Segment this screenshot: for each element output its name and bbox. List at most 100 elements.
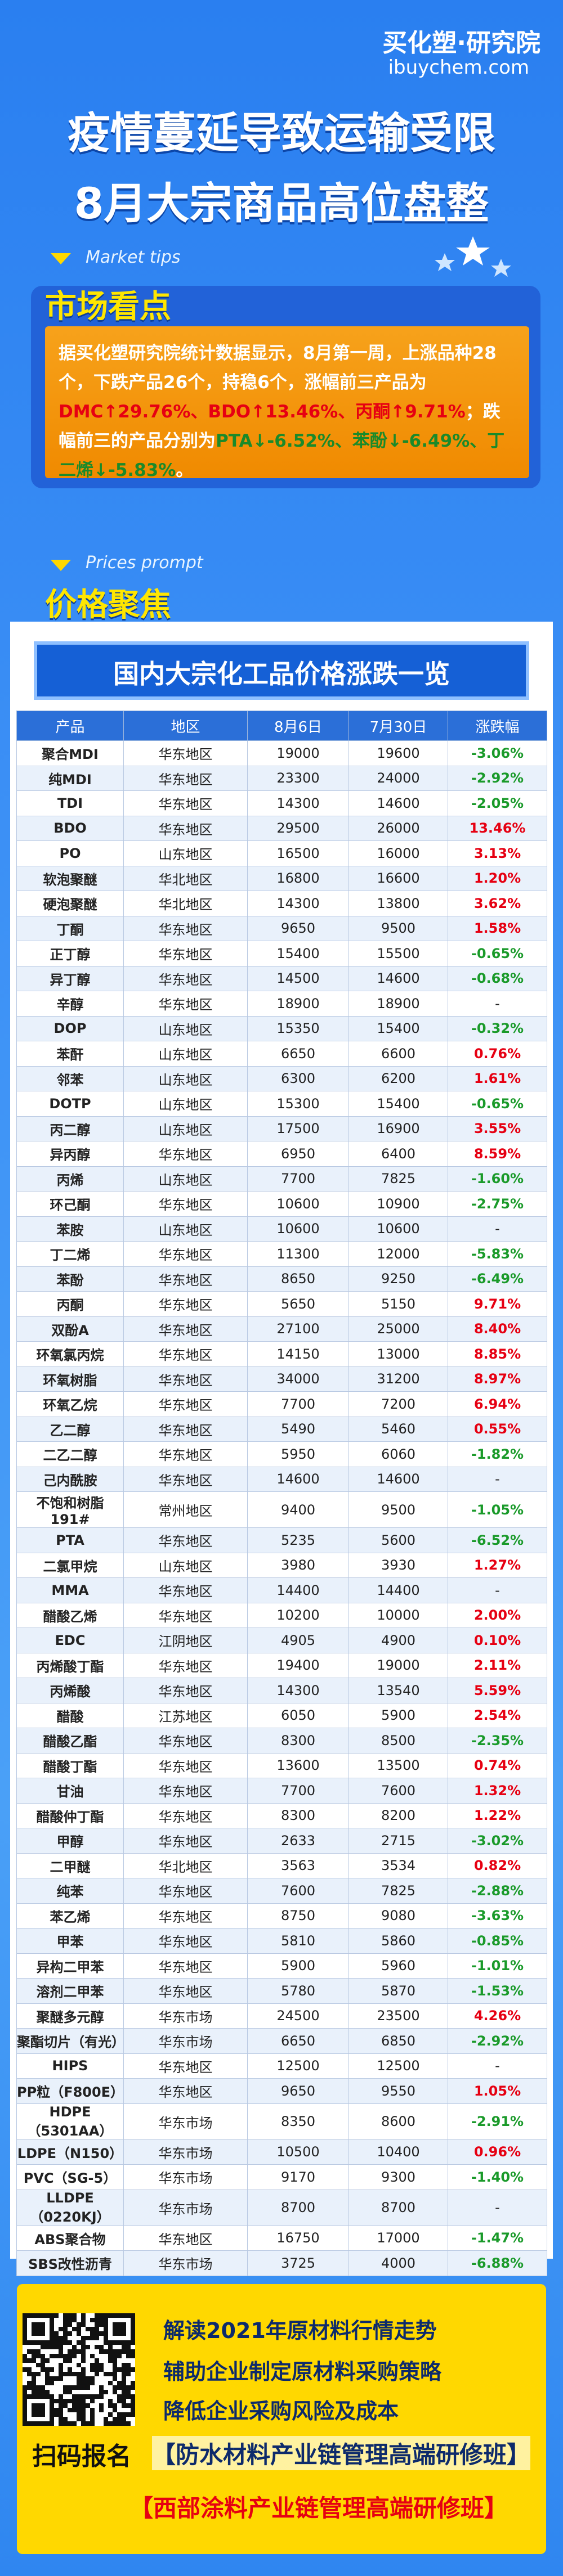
qr-module bbox=[68, 2340, 72, 2345]
qr-module bbox=[36, 2327, 41, 2331]
table-cell: 溶剂二甲苯 bbox=[16, 1978, 124, 2004]
qr-module bbox=[81, 2372, 86, 2376]
qr-module bbox=[45, 2390, 50, 2394]
qr-module bbox=[27, 2367, 32, 2372]
qr-module bbox=[59, 2399, 63, 2403]
qr-module bbox=[59, 2354, 63, 2358]
table-cell: 丙酮 bbox=[16, 1291, 124, 1317]
qr-module bbox=[117, 2331, 122, 2336]
table-cell: 华东地区 bbox=[123, 1577, 248, 1603]
qr-module bbox=[113, 2421, 117, 2426]
qr-module bbox=[59, 2327, 63, 2331]
qr-module bbox=[68, 2367, 72, 2372]
qr-module bbox=[36, 2354, 41, 2358]
qr-module bbox=[32, 2403, 36, 2408]
qr-module bbox=[122, 2421, 126, 2426]
qr-module bbox=[50, 2408, 54, 2412]
table-row: DOTP 山东地区 15300 15400 -0.65% bbox=[16, 1091, 547, 1117]
table-cell: 华东地区 bbox=[123, 1953, 248, 1979]
table-cell: 19600 bbox=[348, 740, 448, 766]
table-cell: 1.05% bbox=[448, 2078, 547, 2104]
table-cell: 16500 bbox=[247, 840, 349, 866]
star bbox=[435, 253, 455, 271]
qr-module bbox=[50, 2313, 54, 2318]
table-cell: 14600 bbox=[348, 1466, 448, 1492]
table-cell: 9300 bbox=[348, 2164, 448, 2190]
section-label: Market tips bbox=[86, 248, 181, 267]
table-cell: -1.53% bbox=[448, 1978, 547, 2004]
table-cell: 8600 bbox=[348, 2103, 448, 2140]
qr-module bbox=[59, 2372, 63, 2376]
table-cell: 24500 bbox=[247, 2003, 349, 2029]
qr-module bbox=[81, 2385, 86, 2390]
table-row: 苯酐 山东地区 6650 6600 0.76% bbox=[16, 1041, 547, 1067]
qr-module bbox=[27, 2394, 32, 2399]
table-row: HDPE（5301AA） 华东市场 8350 8600 -2.91% bbox=[16, 2103, 547, 2140]
qr-module bbox=[63, 2417, 68, 2421]
table-cell: -2.35% bbox=[448, 1728, 547, 1754]
table-cell: 8.85% bbox=[448, 1341, 547, 1367]
qr-module bbox=[63, 2331, 68, 2336]
qr-module bbox=[77, 2349, 81, 2354]
qr-module bbox=[108, 2349, 113, 2354]
qr-module bbox=[86, 2376, 90, 2381]
table-cell: 华东地区 bbox=[123, 1316, 248, 1342]
qr-module bbox=[50, 2376, 54, 2381]
qr-module bbox=[59, 2421, 63, 2426]
qr-module bbox=[41, 2367, 45, 2372]
qr-module bbox=[86, 2336, 90, 2340]
table-cell: 醋酸乙酯 bbox=[16, 1728, 124, 1754]
site: ibuychem.com bbox=[388, 56, 529, 79]
qr-module bbox=[131, 2318, 135, 2322]
qr-module bbox=[72, 2372, 77, 2376]
qr-module bbox=[113, 2327, 117, 2331]
footer-line: 辅助企业制定原材料采购策略 bbox=[163, 2359, 442, 2384]
table-cell: 华东地区 bbox=[123, 2053, 248, 2079]
table-cell: 软泡聚醚 bbox=[16, 865, 124, 891]
qr-module bbox=[54, 2412, 59, 2417]
qr-module bbox=[41, 2340, 45, 2345]
qr-module bbox=[23, 2385, 27, 2390]
qr-module bbox=[104, 2322, 108, 2327]
table-cell: -0.85% bbox=[448, 1928, 547, 1954]
table-cell: 6850 bbox=[348, 2028, 448, 2054]
qr-module bbox=[104, 2313, 108, 2318]
qr-module bbox=[77, 2394, 81, 2399]
table-cell: 8200 bbox=[348, 1802, 448, 1828]
table-row: 环氧氯丙烷 华东地区 14150 13000 8.85% bbox=[16, 1341, 547, 1367]
qr-module bbox=[113, 2403, 117, 2408]
qr-module bbox=[131, 2313, 135, 2318]
qr-module bbox=[45, 2372, 50, 2376]
qr-module bbox=[45, 2381, 50, 2385]
table-row: 聚酯切片（有光） 华东市场 6650 6850 -2.92% bbox=[16, 2028, 547, 2054]
table-cell: 丙烯 bbox=[16, 1166, 124, 1192]
table-row: 不饱和树脂191# 常州地区 9400 9500 -1.05% bbox=[16, 1491, 547, 1528]
qr-module bbox=[81, 2313, 86, 2318]
table-cell: -6.52% bbox=[448, 1527, 547, 1553]
table-cell: 3.55% bbox=[448, 1116, 547, 1141]
qr-module bbox=[77, 2331, 81, 2336]
table-cell: 0.55% bbox=[448, 1416, 547, 1442]
qr-module bbox=[50, 2381, 54, 2385]
qr-module bbox=[72, 2354, 77, 2358]
table-cell: 6060 bbox=[348, 1441, 448, 1467]
qr-module bbox=[27, 2349, 32, 2354]
qr-module bbox=[122, 2349, 126, 2354]
table-cell: 13500 bbox=[348, 1752, 448, 1778]
qr-module bbox=[41, 2322, 45, 2327]
table-cell: 异构二甲苯 bbox=[16, 1953, 124, 1979]
qr-module bbox=[68, 2322, 72, 2327]
table-cell: 华东市场 bbox=[123, 2189, 248, 2226]
qr-caption: 扫码报名 bbox=[32, 2442, 131, 2471]
qr-module bbox=[117, 2322, 122, 2327]
qr-module bbox=[23, 2318, 27, 2322]
table-cell: 苯乙烯 bbox=[16, 1903, 124, 1928]
qr-module bbox=[23, 2399, 27, 2403]
qr-module bbox=[36, 2322, 41, 2327]
qr-module bbox=[45, 2394, 50, 2399]
table-cell: 甲醇 bbox=[16, 1828, 124, 1854]
table-row: 丙酮 华东地区 5650 5150 9.71% bbox=[16, 1291, 547, 1317]
qr-module bbox=[117, 2327, 122, 2331]
table-cell: -2.92% bbox=[448, 2028, 547, 2054]
qr-module bbox=[36, 2408, 41, 2412]
